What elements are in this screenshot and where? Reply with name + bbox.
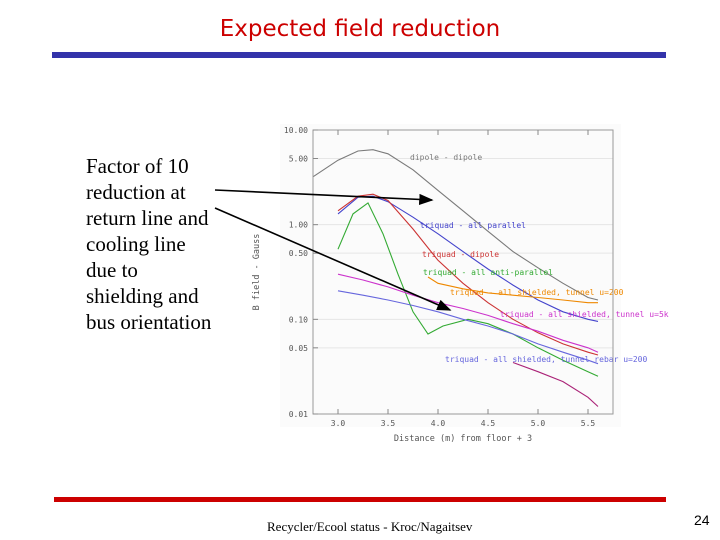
series-line-0 xyxy=(312,149,599,301)
plot-frame xyxy=(312,129,614,415)
x-tick-label: 5.5 xyxy=(581,419,596,428)
callout-arrow-lower xyxy=(214,207,452,311)
footer-rule xyxy=(54,497,666,502)
series-label: triquad - all shielded, tunnel rebar u=2… xyxy=(445,355,647,364)
bullet-text: Factor of 10 reduction at return line an… xyxy=(86,153,246,335)
series-line-5 xyxy=(337,273,599,353)
axis-ticks: 10.00 5.00 1.00 0.50 0.10 0.05 0.01 3.0 3.5 4.0 4.… xyxy=(284,126,596,428)
series-line-3 xyxy=(337,202,599,377)
y-axis-label: B field - Gauss xyxy=(252,234,262,311)
plot-background xyxy=(280,124,621,427)
bullet-line: reduction at xyxy=(86,180,186,204)
bullet-line: cooling line xyxy=(86,232,186,256)
y-tick-label: 1.00 xyxy=(289,221,308,230)
x-tick-label: 5.0 xyxy=(531,419,546,428)
y-tick-label: 0.50 xyxy=(289,249,308,258)
x-tick-label: 4.0 xyxy=(431,419,446,428)
series-label: triquad - all parallel xyxy=(420,221,526,230)
series-line-1 xyxy=(337,195,599,322)
series-label: dipole - dipole xyxy=(410,153,482,162)
y-tick-label: 5.00 xyxy=(289,154,308,163)
y-tick-label: 0.05 xyxy=(289,344,308,353)
footer-text: Recycler/Ecool status - Kroc/Nagaitsev xyxy=(267,519,473,534)
series-label: triquad - all anti-parallel xyxy=(423,268,553,277)
series-line-6 xyxy=(337,290,599,365)
series-label: triquad - dipole xyxy=(422,250,499,259)
y-tick-label: 0.01 xyxy=(289,410,308,419)
series-labels: dipole - dipole triquad - all parallel tri… xyxy=(410,153,669,364)
series-lines xyxy=(312,149,599,407)
x-tick-label: 3.0 xyxy=(331,419,346,428)
series-line-7 xyxy=(512,361,599,407)
series-label: triquad - all shielded, tunnel u=200 xyxy=(450,288,624,297)
y-tick-label: 0.10 xyxy=(289,315,308,324)
x-axis-label: Distance (m) from floor + 3 xyxy=(394,434,532,444)
bullet-line: return line and xyxy=(86,206,209,230)
callout-arrow-upper xyxy=(214,189,434,206)
y-tick-label: 10.00 xyxy=(284,126,308,135)
series-line-2 xyxy=(337,193,599,356)
page-number: 24 xyxy=(694,512,710,528)
bullet-line: due to xyxy=(86,258,138,282)
slide-title: Expected field reduction xyxy=(219,16,501,42)
title-underline xyxy=(52,52,666,58)
x-tick-label: 3.5 xyxy=(381,419,396,428)
series-line-4 xyxy=(427,276,598,304)
series-label: triquad - all shielded, tunnel u=5k xyxy=(500,310,669,319)
x-tick-label: 4.5 xyxy=(481,419,496,428)
bullet-line: shielding and xyxy=(86,284,199,308)
bullet-line: bus orientation xyxy=(86,310,212,334)
bullet-line: Factor of 10 xyxy=(86,154,189,178)
